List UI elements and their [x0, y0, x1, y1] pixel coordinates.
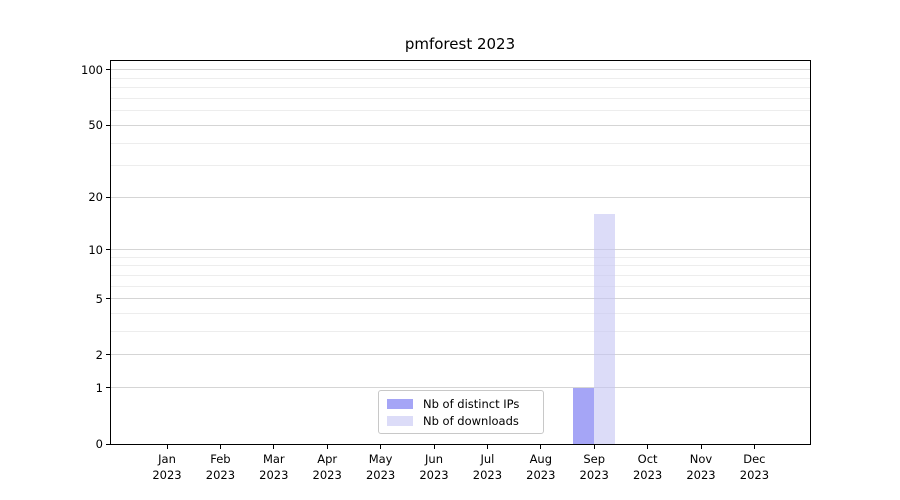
x-tick-apr [326, 445, 328, 449]
x-tick-may [380, 445, 382, 449]
x-tick-mar [273, 445, 275, 449]
bar-nb-of-distinct-ips-sep [573, 387, 595, 444]
x-tick-month: Nov [689, 452, 713, 466]
x-tick-label-mar: Mar 2023 [244, 452, 304, 483]
x-tick-month: Dec [743, 452, 766, 466]
x-tick-nov [700, 445, 702, 449]
y-tick-label-1: 1 [95, 380, 103, 395]
gridline-minor-90 [110, 77, 810, 79]
gridline-major-100 [110, 69, 810, 71]
x-tick-jan [166, 445, 168, 449]
y-tick-10 [106, 249, 110, 251]
x-tick-month: Jun [425, 452, 443, 466]
legend-label-distinct-ips: Nb of distinct IPs [423, 396, 520, 411]
x-tick-label-may: May 2023 [351, 452, 411, 483]
x-tick-jun [433, 445, 435, 449]
gridline-minor-70 [110, 98, 810, 100]
x-tick-month: Apr [317, 452, 338, 466]
x-tick-label-oct: Oct 2023 [618, 452, 678, 483]
y-tick-1 [106, 387, 110, 389]
gridline-minor-60 [110, 110, 810, 112]
gridline-minor-8 [110, 265, 810, 267]
x-tick-year: 2023 [579, 467, 609, 482]
x-tick-year: 2023 [152, 467, 182, 482]
y-tick-label-100: 100 [81, 62, 103, 77]
gridline-major-2 [110, 354, 810, 356]
x-tick-month: Mar [262, 452, 285, 466]
y-tick-label-20: 20 [88, 190, 103, 205]
gridline-minor-80 [110, 87, 810, 89]
x-tick-label-aug: Aug 2023 [511, 452, 571, 483]
legend: Nb of distinct IPs Nb of downloads [378, 390, 544, 434]
x-tick-year: 2023 [312, 467, 342, 482]
gridline-major-20 [110, 196, 810, 198]
y-tick-100 [106, 69, 110, 71]
x-tick-year: 2023 [472, 467, 503, 482]
x-tick-label-feb: Feb 2023 [190, 452, 250, 483]
x-tick-label-sep: Sep 2023 [564, 452, 624, 483]
right-spine [810, 60, 811, 445]
legend-label-downloads: Nb of downloads [423, 413, 519, 428]
chart-title: pmforest 2023 [404, 35, 516, 53]
x-tick-sep [593, 445, 595, 449]
gridline-minor-40 [110, 142, 810, 144]
gridline-minor-4 [110, 313, 810, 315]
gridline-major-5 [110, 298, 810, 300]
y-tick-label-50: 50 [88, 118, 103, 133]
x-tick-year: 2023 [739, 467, 770, 482]
x-tick-feb [219, 445, 221, 449]
y-tick-50 [106, 124, 110, 126]
x-tick-oct [647, 445, 649, 449]
plot-area [110, 60, 810, 444]
x-tick-year: 2023 [419, 467, 449, 482]
y-tick-2 [106, 354, 110, 356]
x-tick-month: May [368, 452, 393, 466]
x-tick-month: Aug [529, 452, 553, 466]
legend-item-distinct-ips: Nb of distinct IPs [387, 396, 535, 411]
x-tick-label-jan: Jan 2023 [137, 452, 197, 483]
x-tick-month: Jul [480, 452, 495, 466]
y-tick-label-5: 5 [95, 291, 103, 306]
bar-nb-of-downloads-sep [594, 214, 616, 444]
x-tick-dec [753, 445, 755, 449]
gridline-minor-30 [110, 165, 810, 167]
gridline-major-50 [110, 124, 810, 126]
x-tick-month: Oct [637, 452, 658, 466]
gridline-minor-6 [110, 285, 810, 287]
x-tick-label-nov: Nov 2023 [671, 452, 731, 483]
x-tick-label-jun: Jun 2023 [404, 452, 464, 483]
legend-swatch-distinct-ips-icon [387, 398, 413, 409]
legend-item-downloads: Nb of downloads [387, 413, 535, 428]
x-tick-aug [540, 445, 542, 449]
y-tick-label-10: 10 [88, 242, 103, 257]
x-tick-label-dec: Dec 2023 [724, 452, 784, 483]
y-tick-label-2: 2 [95, 347, 103, 362]
bottom-spine [110, 444, 811, 445]
y-tick-5 [106, 298, 110, 300]
x-tick-label-jul: Jul 2023 [457, 452, 517, 483]
x-tick-year: 2023 [686, 467, 716, 482]
gridline-minor-9 [110, 256, 810, 258]
x-tick-label-apr: Apr 2023 [297, 452, 357, 483]
y-tick-20 [106, 196, 110, 198]
gridline-minor-7 [110, 274, 810, 276]
gridline-major-1 [110, 387, 810, 389]
x-tick-month: Feb [210, 452, 231, 466]
y-tick-label-0: 0 [95, 437, 103, 451]
gridline-minor-3 [110, 331, 810, 333]
x-tick-month: Sep [583, 452, 606, 466]
x-tick-month: Jan [158, 452, 176, 466]
x-tick-jul [486, 445, 488, 449]
legend-swatch-downloads-icon [387, 415, 413, 426]
x-tick-year: 2023 [526, 467, 556, 482]
y-tick-0 [106, 443, 110, 445]
top-spine [110, 60, 811, 61]
x-tick-year: 2023 [632, 467, 663, 482]
left-spine [110, 60, 111, 445]
x-tick-year: 2023 [365, 467, 396, 482]
x-tick-year: 2023 [259, 467, 289, 482]
gridline-major-10 [110, 249, 810, 251]
x-tick-year: 2023 [205, 467, 236, 482]
